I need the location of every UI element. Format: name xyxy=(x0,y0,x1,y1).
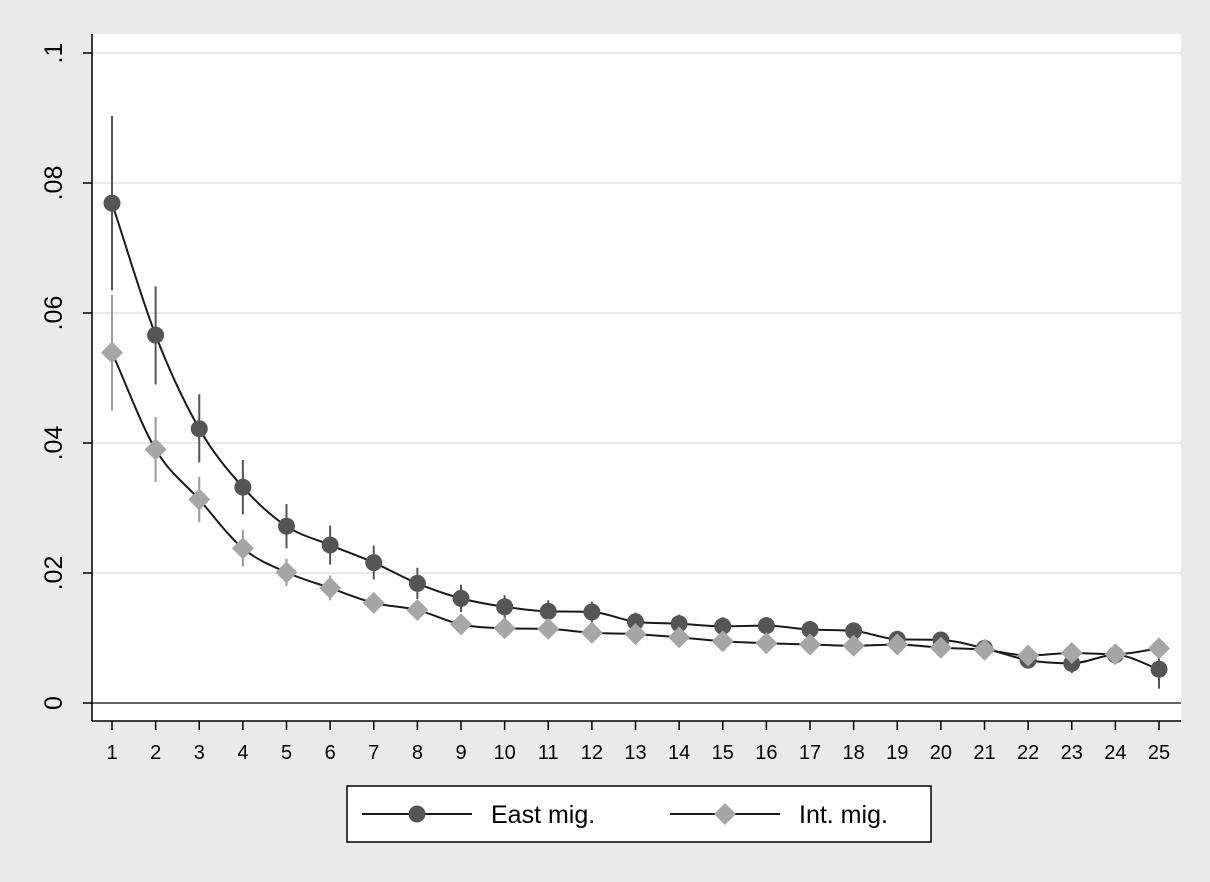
point-int-mig xyxy=(1017,644,1040,667)
point-east-mig xyxy=(845,622,863,640)
x-tick-label: 7 xyxy=(368,742,379,764)
x-tick-label: 13 xyxy=(624,742,646,764)
point-east-mig xyxy=(714,617,732,635)
y-tick-label: .02 xyxy=(40,556,68,591)
point-east-mig xyxy=(627,613,644,631)
point-int-mig xyxy=(668,626,691,649)
point-int-mig xyxy=(842,634,865,657)
x-tick-label: 17 xyxy=(799,742,821,764)
x-tick-label: 5 xyxy=(281,742,292,764)
legend-marker-east-mig xyxy=(408,805,426,823)
point-east-mig xyxy=(496,598,514,616)
y-tick-label: .08 xyxy=(40,166,68,201)
x-tick-label: 16 xyxy=(755,742,777,764)
legend-item-east-mig: East mig. xyxy=(362,801,595,829)
point-east-mig xyxy=(452,589,470,607)
x-tick-label: 20 xyxy=(930,742,952,764)
point-int-mig xyxy=(711,630,734,653)
x-tick-label: 12 xyxy=(581,742,603,764)
point-int-mig xyxy=(1104,643,1127,666)
x-tick-label: 3 xyxy=(194,742,205,764)
x-tick-label: 15 xyxy=(712,742,734,764)
x-tick-label: 25 xyxy=(1148,742,1170,764)
point-int-mig xyxy=(755,632,778,655)
x-tick-label: 6 xyxy=(325,742,336,764)
x-tick-label: 1 xyxy=(106,742,117,764)
point-int-mig xyxy=(144,438,167,461)
point-int-mig xyxy=(537,617,560,640)
y-tick-label: .04 xyxy=(40,426,68,461)
y-tick-label: .06 xyxy=(40,296,68,331)
legend-item-int-mig: Int. mig. xyxy=(670,801,888,829)
x-tick-label: 21 xyxy=(973,742,995,764)
x-tick-label: 2 xyxy=(150,742,161,764)
point-int-mig xyxy=(580,621,603,644)
point-east-mig xyxy=(801,621,819,639)
legend-label-int-mig: Int. mig. xyxy=(799,801,888,829)
x-tick-label: 18 xyxy=(843,742,865,764)
legend-label-east-mig: East mig. xyxy=(491,801,595,829)
point-int-mig xyxy=(1060,641,1083,664)
y-tick-label: 0 xyxy=(40,696,68,710)
point-east-mig xyxy=(321,536,339,554)
point-int-mig xyxy=(319,576,342,599)
point-int-mig xyxy=(450,613,472,636)
point-int-mig xyxy=(799,633,821,656)
point-int-mig xyxy=(1148,637,1170,660)
point-int-mig xyxy=(101,341,123,364)
point-east-mig xyxy=(365,554,383,572)
x-tick-label: 10 xyxy=(494,742,516,764)
point-int-mig xyxy=(188,488,211,511)
point-east-mig xyxy=(583,603,601,621)
series-int-mig xyxy=(101,294,1170,667)
x-tick-label: 14 xyxy=(668,742,690,764)
y-tick-label: .1 xyxy=(40,43,68,64)
x-tick-label: 8 xyxy=(412,742,423,764)
x-tick-label: 19 xyxy=(886,742,908,764)
point-int-mig xyxy=(973,638,996,661)
point-east-mig xyxy=(278,517,295,535)
plot-area xyxy=(92,34,1181,721)
point-east-mig xyxy=(757,617,775,635)
point-east-mig xyxy=(1150,660,1168,678)
point-int-mig xyxy=(624,623,647,646)
point-int-mig xyxy=(231,537,254,560)
point-east-mig xyxy=(190,420,208,438)
point-east-mig xyxy=(234,478,252,496)
x-axis: 1 2 3 4 5 6 7 8 9 10 11 12 13 14 15 16 17 18 19 20 21 22 23 24 2… xyxy=(92,720,1181,764)
x-tick-label: 22 xyxy=(1017,742,1039,764)
x-tick-label: 23 xyxy=(1061,742,1083,764)
point-east-mig xyxy=(670,615,688,633)
y-axis: 0 .02 .04 .06 .08 .1 xyxy=(40,34,93,721)
x-tick-label: 11 xyxy=(538,742,559,764)
legend: East mig. Int. mig. xyxy=(346,785,932,843)
gridlines xyxy=(92,52,1181,704)
x-tick-label: 24 xyxy=(1104,742,1126,764)
x-tick-label: 4 xyxy=(237,742,248,764)
point-int-mig xyxy=(362,591,385,614)
point-int-mig xyxy=(406,599,429,622)
point-east-mig xyxy=(103,194,121,212)
point-east-mig xyxy=(408,574,426,592)
point-int-mig xyxy=(275,561,298,584)
point-int-mig xyxy=(929,636,952,659)
point-int-mig xyxy=(886,633,909,656)
legend-marker-int-mig xyxy=(714,803,736,825)
x-tick-label: 9 xyxy=(455,742,466,764)
series-layer xyxy=(101,116,1170,689)
point-int-mig xyxy=(493,617,516,640)
point-east-mig xyxy=(147,326,165,344)
point-east-mig xyxy=(539,602,557,620)
